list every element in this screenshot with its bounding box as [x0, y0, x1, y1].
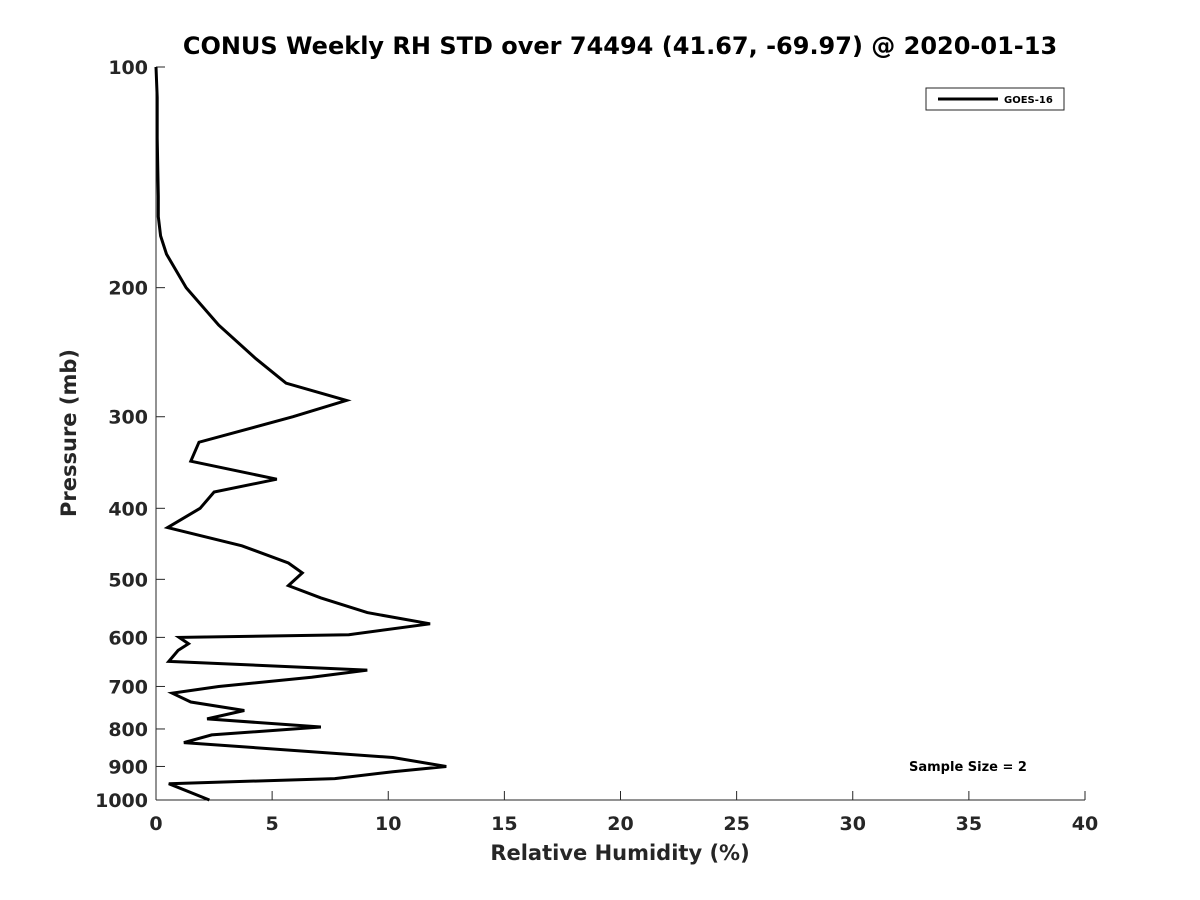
y-tick-label: 100: [108, 57, 148, 79]
y-axis-label: Pressure (mb): [57, 349, 81, 517]
x-tick-label: 30: [840, 813, 866, 835]
y-tick-label: 800: [108, 719, 148, 741]
x-tick-label: 40: [1072, 813, 1098, 835]
x-tick-label: 0: [149, 813, 162, 835]
y-tick-label: 600: [108, 627, 148, 649]
legend: GOES-16: [925, 87, 1065, 111]
x-tick-label: 10: [375, 813, 401, 835]
axes: 0 5 10 15 20 25 30 35 40 100 200 300 400 500 600 700 800…: [95, 57, 1098, 835]
sample-size-annotation: Sample Size = 2: [909, 760, 1027, 775]
x-tick-label: 20: [607, 813, 633, 835]
y-tick-label: 200: [108, 278, 148, 300]
y-tick-label: 300: [108, 407, 148, 429]
y-tick-label: 400: [108, 498, 148, 520]
x-tick-label: 35: [956, 813, 982, 835]
y-tick-label: 700: [108, 676, 148, 698]
x-axis-label: Relative Humidity (%): [490, 841, 749, 865]
y-tick-label: 900: [108, 756, 148, 778]
y-tick-label: 1000: [95, 790, 148, 812]
chart-title: CONUS Weekly RH STD over 74494 (41.67, -…: [183, 32, 1057, 60]
x-tick-label: 5: [266, 813, 279, 835]
y-tick-label: 500: [108, 569, 148, 591]
series-layer: [154, 66, 447, 802]
x-tick-label: 25: [723, 813, 749, 835]
legend-entry: GOES-16: [1004, 95, 1053, 106]
series-line-goes-16: [154, 66, 447, 802]
x-tick-label: 15: [491, 813, 517, 835]
